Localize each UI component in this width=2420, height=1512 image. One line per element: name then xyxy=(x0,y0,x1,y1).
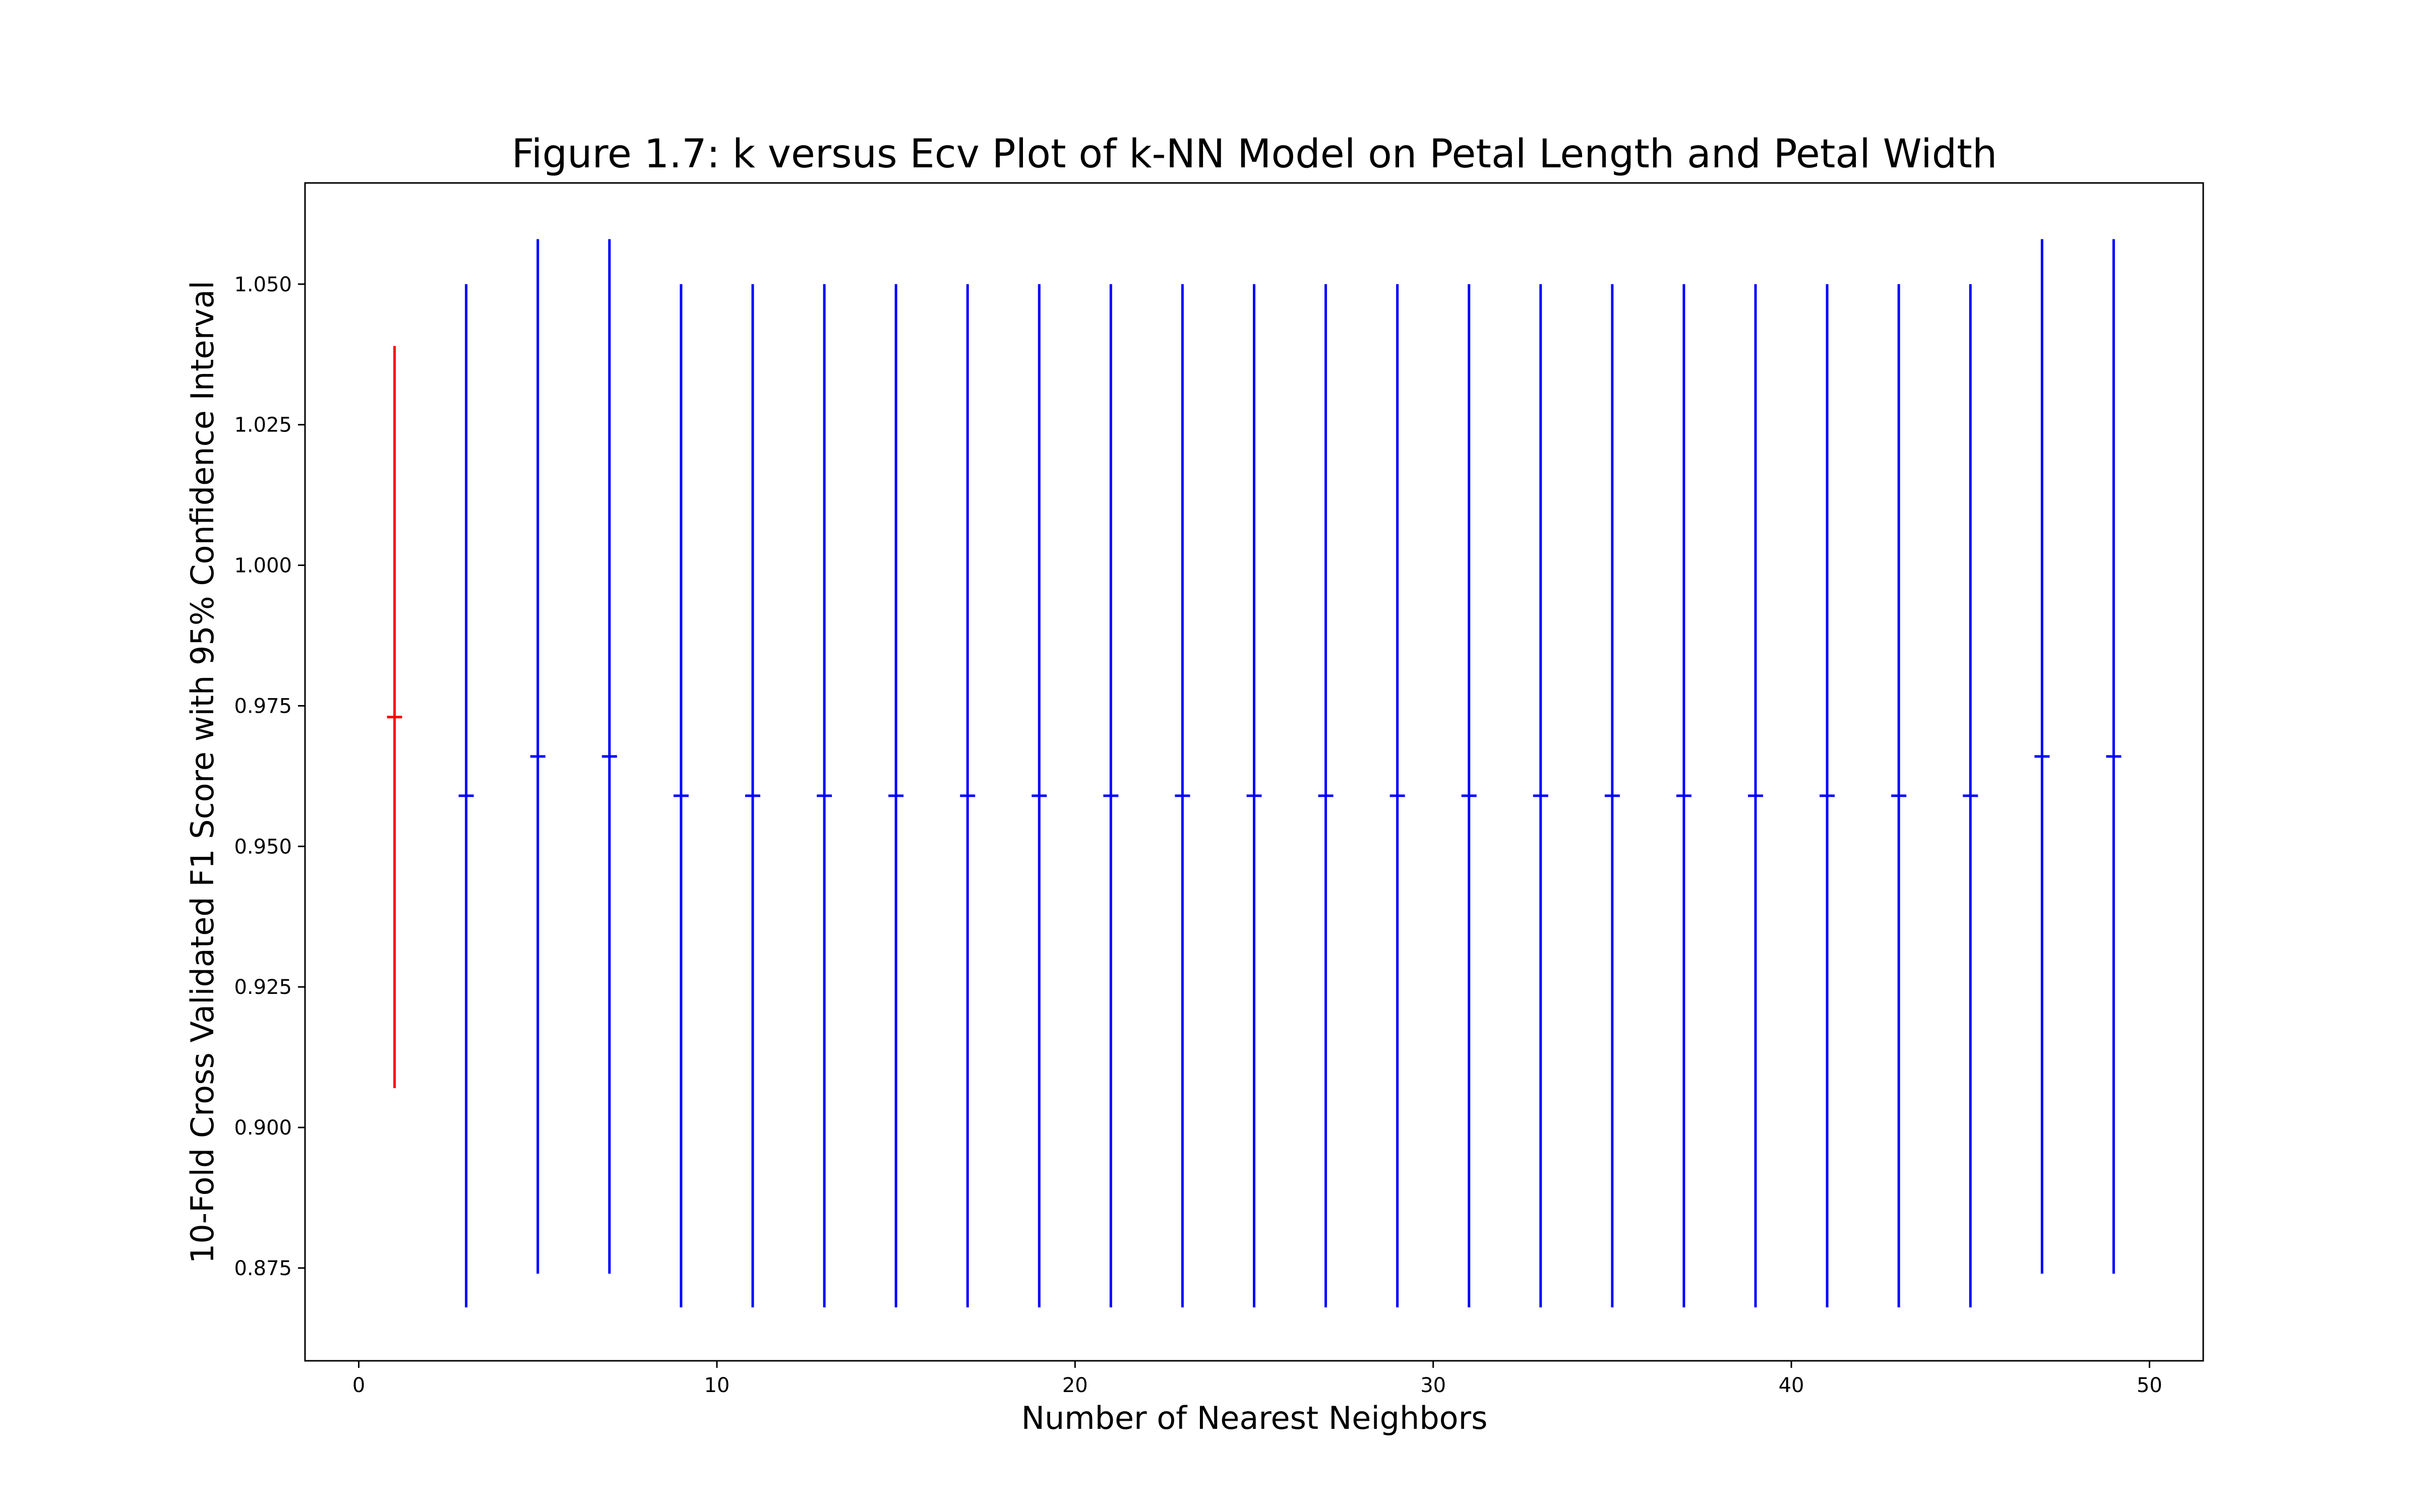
y-tick-label: 1.050 xyxy=(234,273,292,296)
errorbar-k-23 xyxy=(1175,284,1190,1308)
errorbar-k-13 xyxy=(817,284,832,1308)
y-axis-label: 10-Fold Cross Validated F1 Score with 95… xyxy=(184,281,221,1264)
errorbar-k-41 xyxy=(1820,284,1835,1308)
y-axis: 0.875 0.900 0.925 0.950 0.975 1.000 1.025 1.050 xyxy=(234,273,305,1280)
x-axis-label: Number of Nearest Neighbors xyxy=(1021,1400,1488,1436)
y-tick-label: 1.025 xyxy=(234,414,292,437)
plot-area xyxy=(304,182,2204,1362)
errorbar-k-5 xyxy=(530,239,546,1274)
y-tick-label: 1.000 xyxy=(234,554,292,578)
errorbar-k-11 xyxy=(745,284,760,1308)
errorbar-k-15 xyxy=(888,284,904,1308)
errorbar-k-43 xyxy=(1891,284,1907,1308)
errorbar-k-33 xyxy=(1533,284,1548,1308)
x-tick-label: 0 xyxy=(352,1374,365,1397)
y-tick-label: 0.950 xyxy=(234,835,292,858)
errorbar-k-7 xyxy=(601,239,617,1274)
errorbar-k-25 xyxy=(1246,284,1262,1308)
y-tick-label: 0.875 xyxy=(234,1257,292,1280)
errorbar-k-29 xyxy=(1389,284,1405,1308)
errorbar-k-27 xyxy=(1318,284,1334,1308)
errorbar-k-35 xyxy=(1604,284,1620,1308)
y-tick-label: 0.925 xyxy=(234,976,292,999)
x-tick-label: 40 xyxy=(1779,1374,1804,1397)
errorbar-k-47 xyxy=(2034,239,2050,1274)
errorbar-k-31 xyxy=(1461,284,1477,1308)
axes-frame xyxy=(304,182,2204,1362)
x-tick-label: 50 xyxy=(2137,1374,2162,1397)
errorbar-k-37 xyxy=(1676,284,1691,1308)
errorbar-k-1 xyxy=(387,346,402,1088)
errorbar-k-9 xyxy=(673,284,689,1308)
y-tick-label: 0.900 xyxy=(234,1116,292,1140)
errorbar-k-21 xyxy=(1103,284,1119,1308)
errorbar-k-3 xyxy=(458,284,474,1308)
x-axis: 0 10 20 30 40 50 xyxy=(352,1361,2162,1397)
errorbar-k-39 xyxy=(1748,284,1764,1308)
y-tick-label: 0.975 xyxy=(234,695,292,718)
x-tick-label: 10 xyxy=(704,1374,730,1397)
errorbar-k-17 xyxy=(960,284,976,1308)
errorbar-k-19 xyxy=(1032,284,1047,1308)
errorbar-k-45 xyxy=(1963,284,1978,1308)
errorbar-group xyxy=(387,239,2122,1308)
chart-title: Figure 1.7: k versus Ecv Plot of k-NN Mo… xyxy=(512,132,1998,177)
x-tick-label: 20 xyxy=(1062,1374,1088,1397)
x-tick-label: 30 xyxy=(1420,1374,1446,1397)
errorbar-k-49 xyxy=(2106,239,2122,1274)
